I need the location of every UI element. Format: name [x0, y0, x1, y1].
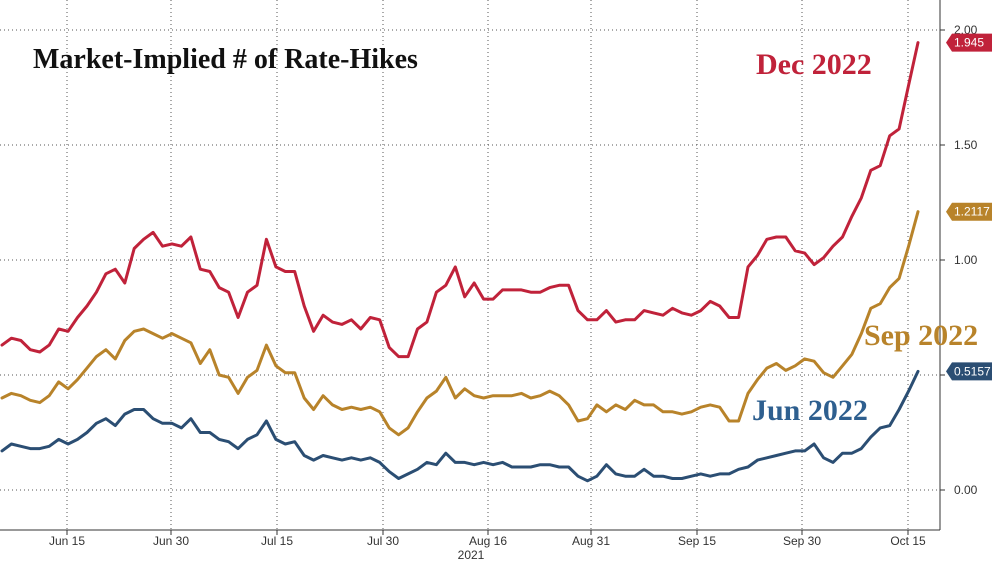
- y-tick-label: 2.00: [954, 23, 978, 37]
- last-value-tag-text: 0.5157: [954, 364, 991, 378]
- last-value-tag: 0.5157: [946, 362, 992, 381]
- x-tick-label: Jul 30: [367, 534, 399, 548]
- x-tick-label: Jul 15: [261, 534, 293, 548]
- last-value-tag-shape: [946, 202, 992, 221]
- y-tick-label: 1.50: [954, 138, 978, 152]
- series-line-sep-2022: [0, 210, 920, 437]
- series-lines: [0, 41, 920, 483]
- last-value-tag-shape: [946, 362, 992, 381]
- last-value-tags: 1.945 1.2117 0.5157: [946, 33, 992, 381]
- x-tick-label: Aug 31: [572, 534, 610, 548]
- x-tick-label: Sep 15: [678, 534, 716, 548]
- x-tick-label: Oct 15: [890, 534, 926, 548]
- y-tick-label: 0.00: [954, 483, 978, 497]
- x-tick-label: Sep 30: [783, 534, 821, 548]
- series-line-dec-2022: [0, 41, 920, 359]
- x-tick-label: Aug 16: [469, 534, 507, 548]
- last-value-tag-text: 1.2117: [954, 205, 990, 219]
- series-line-jun-2022: [0, 369, 920, 483]
- series-label-sep-2022: Sep 2022: [864, 319, 978, 352]
- y-tick-label: 1.00: [954, 253, 978, 267]
- chart-title: Market-Implied # of Rate-Hikes: [33, 44, 418, 75]
- x-tick-label: Jun 15: [49, 534, 85, 548]
- last-value-tag-shape: [946, 33, 992, 52]
- series-label-jun-2022: Jun 2022: [752, 394, 868, 427]
- last-value-tag: 1.2117: [946, 202, 992, 221]
- series-label-dec-2022: Dec 2022: [756, 48, 872, 81]
- last-value-tag: 1.945: [946, 33, 992, 52]
- x-axis-year-label: 2021: [458, 548, 485, 562]
- x-tick-label: Jun 30: [153, 534, 189, 548]
- last-value-tag-text: 1.945: [954, 36, 984, 50]
- grid: [0, 0, 940, 530]
